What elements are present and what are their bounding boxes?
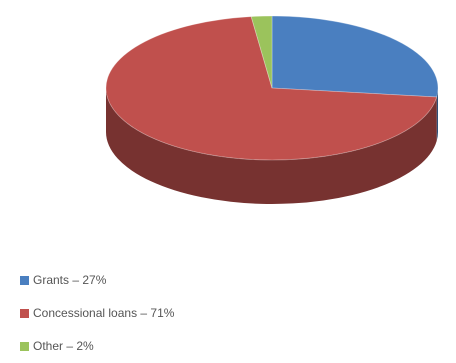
pie-slice-concessional-loans [105,16,438,161]
legend-item-other: Other – 2% [20,338,174,354]
legend-item-grants: Grants – 27% [20,272,174,288]
pie-side-walls [106,88,439,205]
pie-side-concessional-loans [106,88,437,205]
legend-swatch-concessional-loans [20,308,29,318]
pie-side-grants [436,88,439,142]
legend-label-other: Other – 2% [33,339,94,353]
legend: Grants – 27% Concessional loans – 71% Ot… [20,272,174,354]
pie-slice-other [250,15,273,89]
legend-label-grants: Grants – 27% [33,273,107,287]
pie-top-faces [105,15,439,161]
legend-label-concessional-loans: Concessional loans – 71% [33,306,175,320]
pie-slice-grants [271,15,439,98]
legend-swatch-other [20,341,29,351]
pie-chart [105,15,439,205]
legend-item-concessional-loans: Concessional loans – 71% [20,305,174,321]
legend-swatch-grants [20,275,29,285]
